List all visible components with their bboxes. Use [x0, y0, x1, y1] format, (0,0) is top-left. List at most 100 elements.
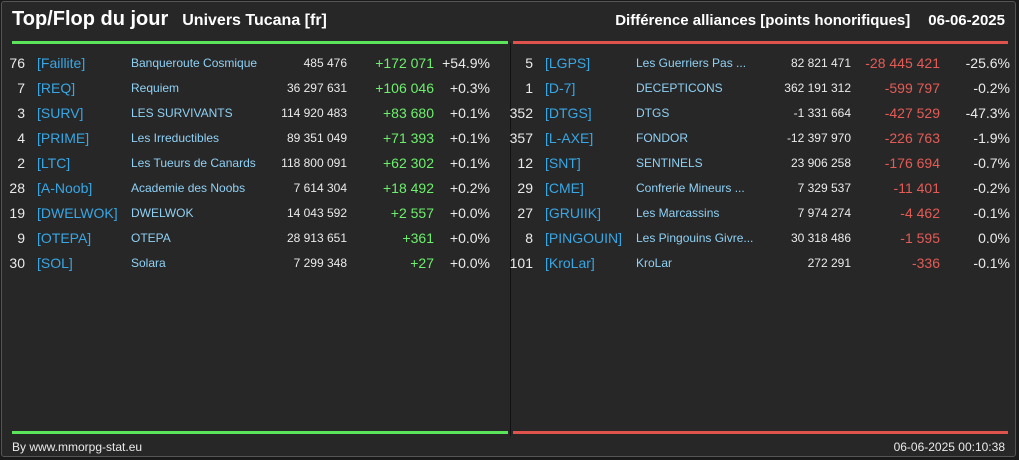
alliance-points: 82 821 471: [790, 55, 851, 70]
alliance-tag-link[interactable]: [SNT]: [545, 154, 581, 171]
source-link[interactable]: By www.mmorpg-stat.eu: [12, 440, 143, 454]
percent-change: -25.6%: [965, 54, 1010, 71]
top-row: 3 [SURV] LES SURVIVANTS 114 920 483 +83 680 +…: [2, 100, 490, 125]
alliance-points: 118 800 091: [281, 155, 347, 170]
points-difference: +106 046: [375, 79, 434, 96]
alliance-name-link[interactable]: Academie des Noobs: [131, 180, 246, 195]
alliance-tag-link[interactable]: [DTGS]: [545, 104, 592, 121]
points-difference: +71 393: [383, 129, 434, 146]
percent-change: -0.2%: [973, 179, 1010, 196]
top-row: 2 [LTC] Les Tueurs de Canards 118 800 091 +6…: [2, 150, 490, 175]
points-difference: -176 694: [884, 154, 940, 171]
top-row: 28 [A-Noob] Academie des Noobs 7 614 304 +18…: [2, 175, 490, 200]
points-difference: -427 529: [884, 104, 940, 121]
points-difference: +361: [402, 229, 434, 246]
points-difference: +2 557: [390, 204, 434, 221]
alliance-points: -1 331 664: [793, 105, 851, 120]
alliance-tag-link[interactable]: [DWELWOK]: [37, 204, 118, 221]
alliance-name-link[interactable]: Les Irreductibles: [131, 130, 220, 145]
footer-timestamp: 06-06-2025 00:10:38: [893, 440, 1005, 454]
alliance-tag-link[interactable]: [SURV]: [37, 104, 84, 121]
flop-row: 8 [PINGOUIN] Les Pingouins Givre... 30 318 …: [500, 225, 1010, 250]
flop-row: 27 [GRUIIK] Les Marcassins 7 974 274 -4 462 -…: [500, 200, 1010, 225]
percent-change: -1.9%: [973, 129, 1010, 146]
alliance-name-link[interactable]: DECEPTICONS: [636, 80, 723, 95]
alliance-rank: 30: [9, 254, 25, 271]
alliance-name-link[interactable]: FONDOR: [636, 130, 688, 145]
alliance-name-link[interactable]: OTEPA: [131, 230, 171, 245]
alliance-name-link[interactable]: Les Tueurs de Canards: [131, 155, 256, 170]
alliance-rank: 9: [17, 229, 25, 246]
percent-change: -0.2%: [973, 79, 1010, 96]
alliance-tag-link[interactable]: [A-Noob]: [37, 179, 93, 196]
alliance-points: 7 974 274: [797, 205, 851, 220]
header: Top/Flop du jour Univers Tucana [fr] Dif…: [12, 8, 1005, 38]
alliance-name-link[interactable]: Les Pingouins Givre...: [636, 230, 754, 245]
alliance-name-link[interactable]: Les Marcassins: [636, 205, 720, 220]
alliance-name-link[interactable]: KroLar: [636, 255, 673, 270]
alliance-rank: 2: [17, 154, 25, 171]
alliance-name-link[interactable]: LES SURVIVANTS: [131, 105, 233, 120]
flop-row: 101 [KroLar] KroLar 272 291 -336 -0.1%: [500, 250, 1010, 275]
alliance-name-link[interactable]: Les Guerriers Pas ...: [636, 55, 747, 70]
top-row: 9 [OTEPA] OTEPA 28 913 651 +361 +0.0%: [2, 225, 490, 250]
alliance-rank: 3: [17, 104, 25, 121]
percent-change: +0.0%: [449, 229, 490, 246]
alliance-rank: 29: [517, 179, 533, 196]
percent-change: +0.1%: [449, 104, 490, 121]
alliance-name-link[interactable]: Solara: [131, 255, 166, 270]
alliance-name-link[interactable]: Banqueroute Cosmique: [131, 55, 258, 70]
percent-change: +0.1%: [449, 129, 490, 146]
alliance-tag-link[interactable]: [Faillite]: [37, 54, 86, 71]
percent-change: +0.1%: [449, 154, 490, 171]
alliance-tag-link[interactable]: [D-7]: [545, 79, 576, 96]
alliance-name-link[interactable]: Confrerie Mineurs ...: [636, 180, 745, 195]
alliance-rank: 4: [17, 129, 25, 146]
alliance-rank: 8: [525, 229, 533, 246]
alliance-name-link[interactable]: SENTINELS: [636, 155, 703, 170]
top-row: 19 [DWELWOK] DWELWOK 14 043 592 +2 557 +0.0%: [2, 200, 490, 225]
top-list: 76 [Faillite] Banqueroute Cosmique 485 476 +…: [2, 50, 490, 275]
alliance-name-link[interactable]: DTGS: [636, 105, 670, 120]
alliance-tag-link[interactable]: [LTC]: [37, 154, 71, 171]
alliance-name-link[interactable]: DWELWOK: [131, 205, 194, 220]
points-difference: -599 797: [884, 79, 940, 96]
flop-row: 357 [L-AXE] FONDOR -12 397 970 -226 763 -1.9%: [500, 125, 1010, 150]
alliance-rank: 352: [509, 104, 533, 121]
alliance-rank: 1: [525, 79, 533, 96]
points-difference: -1 595: [900, 229, 940, 246]
alliance-points: -12 397 970: [786, 130, 851, 145]
flop-row: 352 [DTGS] DTGS -1 331 664 -427 529 -47.3%: [500, 100, 1010, 125]
alliance-tag-link[interactable]: [SOL]: [37, 254, 73, 271]
alliance-points: 36 297 631: [286, 80, 347, 95]
alliance-tag-link[interactable]: [GRUIIK]: [545, 204, 602, 221]
percent-change: -47.3%: [965, 104, 1010, 121]
alliance-tag-link[interactable]: [PINGOUIN]: [545, 229, 623, 246]
percent-change: +0.0%: [449, 204, 490, 221]
alliance-rank: 19: [9, 204, 25, 221]
flop-row: 1 [D-7] DECEPTICONS 362 191 312 -599 797 -0.2…: [500, 75, 1010, 100]
alliance-tag-link[interactable]: [L-AXE]: [545, 129, 594, 146]
alliance-rank: 5: [525, 54, 533, 71]
points-difference: +62 302: [383, 154, 434, 171]
alliance-rank: 12: [517, 154, 533, 171]
alliance-tag-link[interactable]: [CME]: [545, 179, 584, 196]
flop-row: 12 [SNT] SENTINELS 23 906 258 -176 694 -0.7%: [500, 150, 1010, 175]
points-difference: +18 492: [383, 179, 434, 196]
points-difference: +83 680: [383, 104, 434, 121]
alliance-points: 7 329 537: [797, 180, 851, 195]
alliance-points: 362 191 312: [784, 80, 851, 95]
alliance-tag-link[interactable]: [REQ]: [37, 79, 76, 96]
alliance-tag-link[interactable]: [KroLar]: [545, 254, 595, 271]
points-difference: -4 462: [900, 204, 940, 221]
flop-row: 5 [LGPS] Les Guerriers Pas ... 82 821 471 -2…: [500, 50, 1010, 75]
alliance-rank: 28: [9, 179, 25, 196]
universe-label: Univers Tucana [fr]: [182, 12, 327, 29]
percent-change: +0.3%: [449, 79, 490, 96]
points-difference: -336: [911, 254, 940, 271]
alliance-tag-link[interactable]: [OTEPA]: [37, 229, 92, 246]
alliance-tag-link[interactable]: [LGPS]: [545, 54, 591, 71]
alliance-tag-link[interactable]: [PRIME]: [37, 129, 90, 146]
alliance-name-link[interactable]: Requiem: [131, 80, 180, 95]
